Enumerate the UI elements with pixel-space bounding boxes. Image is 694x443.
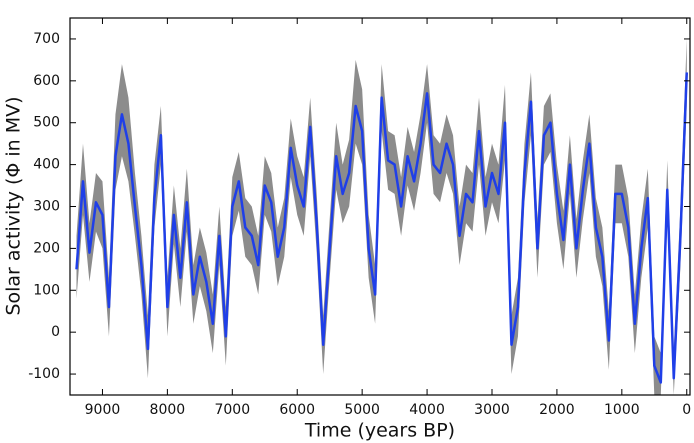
y-tick-label: 0 <box>51 324 60 340</box>
x-tick-label: 7000 <box>214 402 250 418</box>
y-tick-label: 400 <box>33 157 60 173</box>
x-tick-label: 5000 <box>344 402 380 418</box>
y-tick-label: 600 <box>33 73 60 89</box>
y-tick-label: 200 <box>33 240 60 256</box>
y-tick-label: 100 <box>33 282 60 298</box>
y-tick-label: 700 <box>33 31 60 47</box>
y-tick-label: 300 <box>33 199 60 215</box>
x-tick-label: 2000 <box>539 402 575 418</box>
x-tick-label: 4000 <box>409 402 445 418</box>
x-tick-label: 6000 <box>279 402 315 418</box>
x-axis-label: Time (years BP) <box>304 420 455 442</box>
x-tick-label: 9000 <box>85 402 121 418</box>
x-tick-label: 3000 <box>474 402 510 418</box>
x-tick-label: 8000 <box>150 402 186 418</box>
data-line <box>75 72 689 384</box>
y-axis-label: Solar activity (Φ in MV) <box>3 96 25 315</box>
x-tick-label: 0 <box>682 402 691 418</box>
y-tick-label: 500 <box>33 115 60 131</box>
x-tick-label: 1000 <box>604 402 640 418</box>
y-tick-label: -100 <box>28 366 60 382</box>
